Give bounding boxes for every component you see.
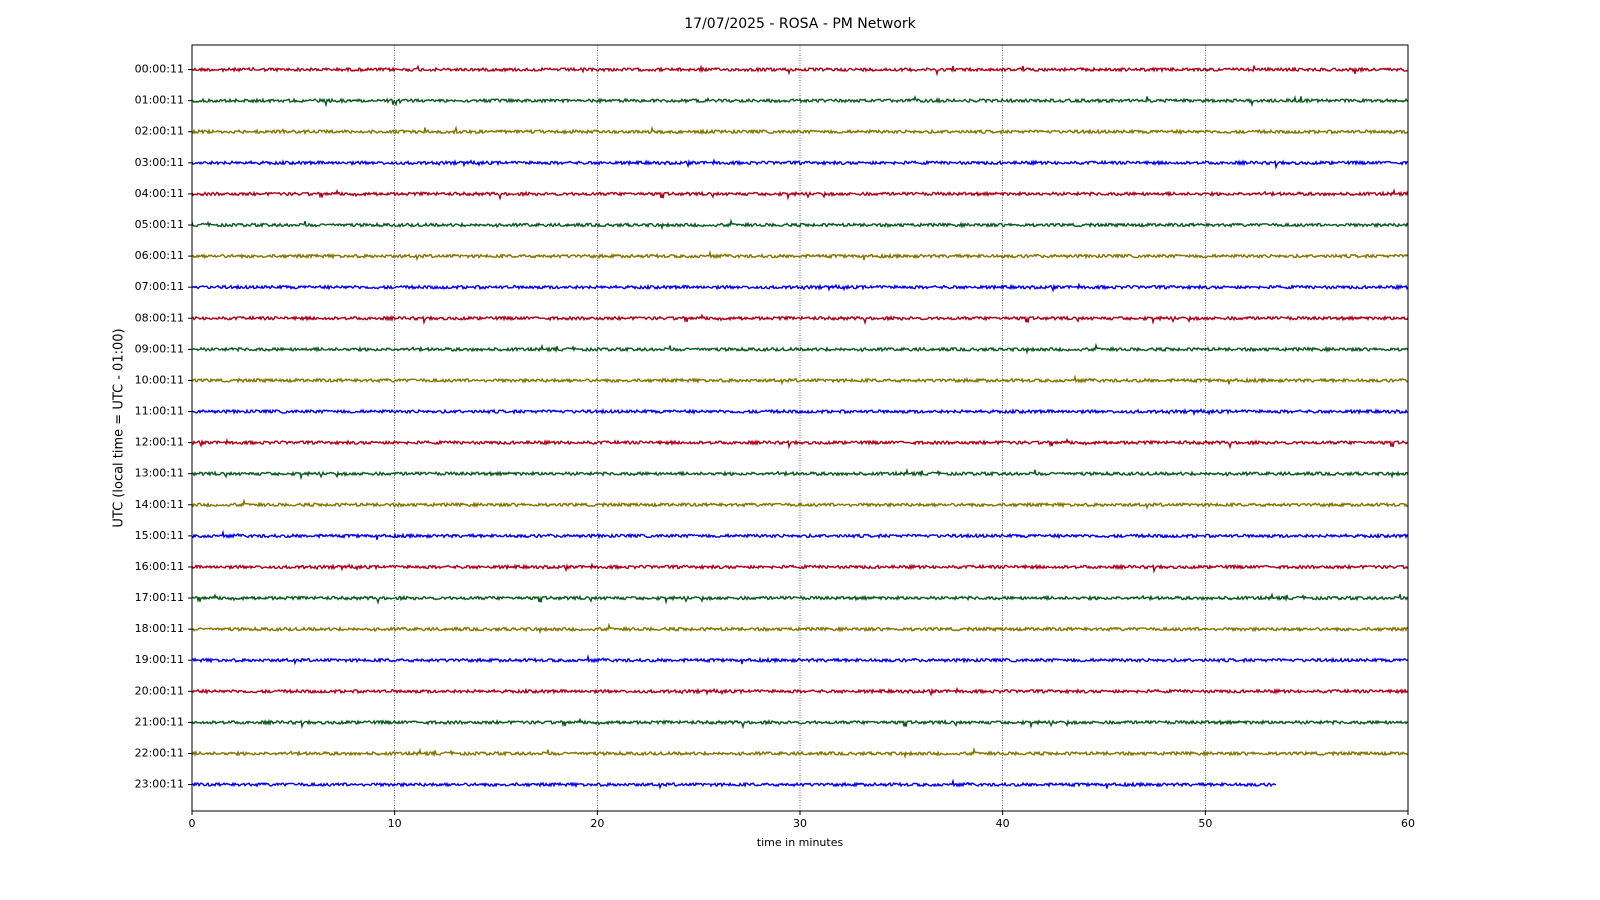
trace — [191, 374, 1409, 386]
trace — [191, 778, 1277, 790]
trace — [191, 529, 1409, 540]
x-tick-label: 40 — [996, 817, 1010, 830]
trace — [191, 407, 1409, 417]
trace — [191, 622, 1409, 635]
trace — [191, 64, 1409, 77]
y-tick-label: 07:00:11 — [135, 280, 184, 293]
y-tick-label: 12:00:11 — [135, 436, 184, 449]
x-tick-label: 20 — [590, 817, 604, 830]
trace — [191, 746, 1409, 759]
trace — [191, 498, 1409, 510]
y-tick-label: 20:00:11 — [135, 684, 184, 697]
y-axis-label: UTC (local time = UTC - 01:00) — [112, 328, 127, 527]
y-tick-label: 23:00:11 — [135, 778, 184, 791]
trace — [191, 188, 1409, 201]
x-tick-label: 60 — [1401, 817, 1415, 830]
y-tick-label: 03:00:11 — [135, 156, 184, 169]
y-tick-label: 06:00:11 — [135, 249, 184, 262]
y-tick-label: 05:00:11 — [135, 218, 184, 231]
y-tick-label: 11:00:11 — [135, 405, 184, 418]
y-tick-label: 15:00:11 — [135, 529, 184, 542]
y-tick-label: 04:00:11 — [135, 187, 184, 200]
trace — [191, 249, 1409, 262]
x-tick-label: 50 — [1198, 817, 1212, 830]
y-tick-label: 08:00:11 — [135, 311, 184, 324]
trace — [191, 342, 1409, 355]
y-tick-label: 13:00:11 — [135, 467, 184, 480]
y-tick-label: 02:00:11 — [135, 125, 184, 138]
y-tick-label: 09:00:11 — [135, 342, 184, 355]
trace — [191, 125, 1409, 136]
x-axis-label: time in minutes — [757, 836, 844, 849]
trace — [191, 437, 1409, 450]
y-tick-label: 19:00:11 — [135, 653, 184, 666]
trace — [191, 717, 1409, 730]
x-tick-label: 10 — [388, 817, 402, 830]
y-tick-label: 16:00:11 — [135, 560, 184, 573]
trace — [191, 95, 1409, 108]
chart-title: 17/07/2025 - ROSA - PM Network — [684, 16, 916, 32]
y-tick-label: 00:00:11 — [135, 63, 184, 76]
trace — [191, 653, 1409, 666]
trace — [191, 467, 1409, 481]
trace — [192, 592, 1409, 605]
y-tick-label: 10:00:11 — [135, 373, 184, 386]
trace — [191, 562, 1409, 574]
y-tick-label: 17:00:11 — [135, 591, 184, 604]
x-tick-label: 30 — [793, 817, 807, 830]
x-tick-label: 0 — [189, 817, 196, 830]
y-tick-label: 18:00:11 — [135, 622, 184, 635]
trace — [191, 158, 1409, 170]
y-tick-label: 01:00:11 — [135, 94, 184, 107]
trace — [191, 282, 1409, 293]
trace — [191, 686, 1409, 697]
trace — [191, 313, 1409, 326]
y-tick-label: 22:00:11 — [135, 746, 184, 759]
y-tick-label: 21:00:11 — [135, 715, 184, 728]
y-tick-label: 14:00:11 — [135, 498, 184, 511]
plot-frame — [191, 44, 1409, 812]
trace — [191, 218, 1409, 231]
